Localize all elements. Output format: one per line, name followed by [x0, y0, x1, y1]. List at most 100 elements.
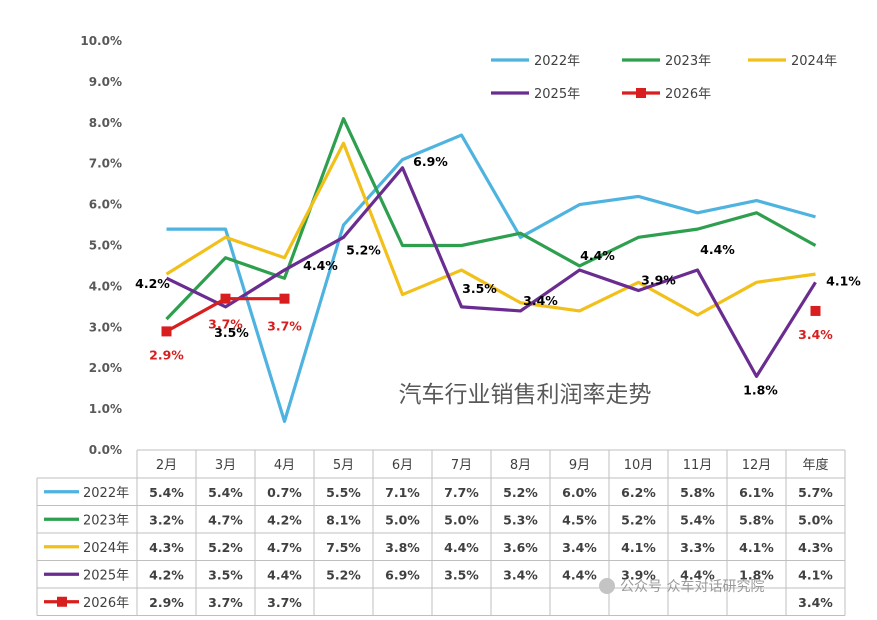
table-cell: 3.5% — [444, 567, 479, 582]
data-table: 2月 3月 4月 5月 6月 7月 8月 9月 10月 11月 12月 年度 2022年 5.4% 5.4%… — [36, 449, 846, 616]
x-tick-label: 10月 — [624, 458, 654, 473]
table-cell: 5.4% — [680, 512, 715, 527]
table-cell: 4.1% — [739, 540, 774, 555]
series-line — [165, 166, 817, 378]
x-tick-label: 6月 — [392, 458, 413, 473]
y-tick-label: 4.0% — [89, 279, 122, 293]
data-label: 3.7% — [208, 317, 243, 332]
table-cell: 3.4% — [798, 595, 833, 610]
data-label: 4.2% — [135, 276, 170, 291]
table-cell: 3.8% — [385, 540, 420, 555]
table-cell: 4.3% — [149, 540, 184, 555]
series-point — [161, 326, 172, 337]
legend-item: 2024年 — [748, 54, 837, 69]
table-cell: 7.5% — [326, 540, 361, 555]
table-cell: 4.2% — [149, 567, 184, 582]
table-row: 2025年 4.2% 3.5% 4.4% 5.2% 6.9% 3.5% 3.4% 4.4% 3.9… — [44, 567, 833, 583]
legend-label: 2023年 — [665, 54, 711, 69]
table-cell: 2.9% — [149, 595, 184, 610]
watermark-text: 公众号 众车对话研究院 — [620, 578, 764, 595]
x-tick-label: 3月 — [215, 458, 236, 473]
legend: 2022年 2023年 2024年 2025年 2026年 — [491, 54, 837, 102]
table-cell: 4.7% — [208, 512, 243, 527]
x-tick-label: 11月 — [683, 458, 713, 473]
table-cell: 5.2% — [503, 485, 538, 500]
table-cell: 5.4% — [149, 485, 184, 500]
data-label: 3.5% — [214, 325, 249, 340]
series-point — [220, 293, 231, 304]
table-cell: 6.1% — [739, 485, 774, 500]
table-cell: 3.9% — [621, 567, 656, 582]
y-tick-label: 7.0% — [89, 157, 122, 171]
data-annotations: 4.2% 3.5% 4.4% 5.2% 6.9% 3.5% 3.4% 4.4% 3.9% 4.4%… — [135, 154, 861, 398]
table-cell: 6.0% — [562, 485, 597, 500]
data-label: 5.2% — [346, 242, 381, 257]
series-2024年 — [165, 141, 816, 317]
series-2025年 — [165, 166, 817, 378]
series-2026年 — [161, 293, 821, 337]
row-legend-marker — [57, 596, 67, 607]
table-cell: 3.4% — [503, 567, 538, 582]
table-cell: 5.0% — [444, 512, 479, 527]
table-cell: 4.1% — [621, 540, 656, 555]
table-cell: 3.3% — [680, 540, 715, 555]
table-cell: 7.1% — [385, 485, 420, 500]
table-cell: 5.2% — [621, 512, 656, 527]
data-label: 4.4% — [580, 248, 615, 263]
data-label: 3.4% — [523, 293, 558, 308]
table-cell: 5.0% — [385, 512, 420, 527]
watermark: 公众号 众车对话研究院 — [599, 578, 764, 595]
table-cell: 5.0% — [798, 512, 833, 527]
table-cell: 4.2% — [267, 512, 302, 527]
table-cell: 4.4% — [680, 567, 715, 582]
table-cell: 5.2% — [326, 567, 361, 582]
legend-label: 2022年 — [534, 54, 580, 69]
table-cell: 3.2% — [149, 512, 184, 527]
x-tick-label: 8月 — [510, 458, 531, 473]
y-tick-label: 2.0% — [89, 361, 122, 375]
legend-label: 2025年 — [534, 87, 580, 102]
table-cell: 3.7% — [267, 595, 302, 610]
legend-label: 2026年 — [665, 87, 711, 102]
y-tick-label: 3.0% — [89, 320, 122, 334]
legend-label: 2024年 — [791, 54, 837, 69]
series-line — [166, 133, 816, 423]
x-tick-label: 2月 — [156, 458, 177, 473]
table-cell: 4.4% — [267, 567, 302, 582]
table-cell: 8.1% — [326, 512, 361, 527]
y-tick-label: 1.0% — [89, 402, 122, 416]
y-tick-label: 6.0% — [89, 198, 122, 212]
y-axis: 0.0% 1.0% 2.0% 3.0% 4.0% 5.0% 6.0% 7.0% 8.0% 9.0%… — [80, 34, 122, 457]
table-cell: 5.7% — [798, 485, 833, 500]
x-tick-label: 9月 — [569, 458, 590, 473]
data-label: 1.8% — [743, 382, 778, 397]
data-label: 4.1% — [826, 273, 861, 288]
table-cell: 3.6% — [503, 540, 538, 555]
series-lines — [161, 117, 821, 423]
x-tick-label: 4月 — [274, 458, 295, 473]
table-cell: 4.1% — [798, 567, 833, 582]
table-cell: 5.8% — [739, 512, 774, 527]
legend-marker — [636, 88, 646, 98]
x-tick-label: 7月 — [451, 458, 472, 473]
watermark-icon — [599, 578, 615, 594]
data-label: 6.9% — [413, 154, 448, 169]
legend-item: 2025年 — [491, 87, 580, 102]
data-label: 4.4% — [700, 242, 735, 257]
table-row: 2026年 2.9% 3.7% 3.7% 3.4% — [44, 595, 833, 611]
data-label: 3.7% — [267, 319, 302, 334]
x-tick-label: 5月 — [333, 458, 354, 473]
data-label: 3.5% — [462, 281, 497, 296]
table-cell: 4.4% — [444, 540, 479, 555]
x-tick-label: 12月 — [742, 458, 772, 473]
table-row: 2024年 4.3% 5.2% 4.7% 7.5% 3.8% 4.4% 3.6% 3.4% 4.1… — [44, 540, 833, 556]
table-cell: 1.8% — [739, 567, 774, 582]
table-cell: 4.7% — [267, 540, 302, 555]
table-cell: 5.2% — [208, 540, 243, 555]
table-cell: 4.4% — [562, 567, 597, 582]
legend-item: 2023年 — [622, 54, 711, 69]
table-cell: 4.5% — [562, 512, 597, 527]
x-tick-label: 年度 — [802, 457, 828, 473]
data-label: 3.4% — [798, 327, 833, 342]
